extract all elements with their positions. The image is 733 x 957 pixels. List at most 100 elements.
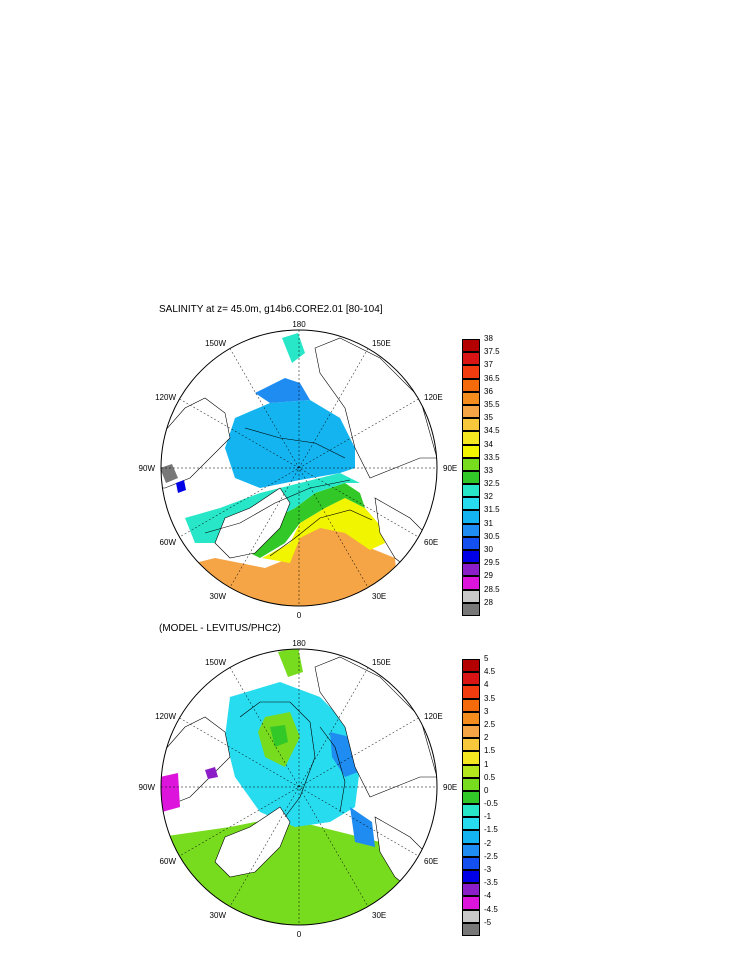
colorbar-swatch: [462, 470, 480, 485]
colorbar-entry: -3.5: [462, 878, 522, 897]
colorbar-entry: 29.5: [462, 558, 522, 577]
colorbar-swatch: [462, 391, 480, 405]
difference-lon-labels: 180 150E 120E 90E 60E 30E 0 30W 60W 90W …: [139, 639, 458, 939]
colorbar-swatch: [462, 576, 480, 590]
colorbar-label: 28: [484, 597, 493, 607]
colorbar-entry: 36.5: [462, 374, 522, 392]
colorbar-label: 4.5: [484, 667, 496, 677]
colorbar-entry: 1.5: [462, 746, 522, 765]
colorbar-entry: -5: [462, 918, 522, 936]
colorbar-swatch: [462, 339, 480, 353]
colorbar-swatch: [462, 896, 480, 910]
colorbar-entry: 31: [462, 519, 522, 537]
colorbar-entry: 28.5: [462, 585, 522, 603]
lon-label: 60W: [160, 538, 177, 547]
colorbar-label: 37.5: [484, 347, 500, 357]
colorbar-label: 38: [484, 334, 493, 343]
colorbar-label: -4.5: [484, 904, 498, 914]
colorbar-label: 34.5: [484, 426, 500, 436]
colorbar-swatch: [462, 536, 480, 550]
colorbar-entry: 0: [462, 786, 522, 805]
colorbar-swatch: [462, 817, 480, 831]
colorbar-label: 0: [484, 785, 489, 795]
colorbar-swatch: [462, 589, 480, 603]
colorbar-label: 35.5: [484, 399, 500, 409]
salinity-graticule: [161, 330, 437, 606]
colorbar-label: 29: [484, 571, 493, 581]
colorbar-entry: 36: [462, 387, 522, 405]
colorbar-swatch: [462, 418, 480, 432]
colorbar-swatch: [462, 751, 480, 765]
lon-label: 30E: [372, 911, 386, 920]
colorbar-label: -1: [484, 812, 492, 822]
colorbar-swatch: [462, 352, 480, 366]
colorbar-entry: 28: [462, 598, 522, 616]
colorbar-swatch: [462, 659, 480, 673]
colorbar-entry: -1: [462, 812, 522, 831]
lon-label: 30W: [210, 911, 227, 920]
difference-colorbar: 5 4.5 4 3.5 3 2.5 2 1.5 1 0.5 0 -0.5 -1 -1.5 -2 -2.5 -3 -…: [462, 654, 522, 936]
colorbar-label: 4: [484, 680, 489, 690]
colorbar-entry: 3: [462, 707, 522, 725]
lon-label: 60E: [424, 538, 438, 547]
colorbar-label: -2.5: [484, 851, 498, 861]
colorbar-label: 36: [484, 386, 493, 396]
colorbar-entry: -2.5: [462, 852, 522, 870]
colorbar-entry: 4.5: [462, 667, 522, 686]
colorbar-swatch: [462, 404, 480, 419]
lon-label: 0: [297, 930, 302, 939]
colorbar-label: -5: [484, 917, 492, 927]
colorbar-swatch: [462, 685, 480, 699]
colorbar-swatch: [462, 510, 480, 524]
colorbar-entry: 30.5: [462, 532, 522, 550]
colorbar-label: 34: [484, 439, 493, 449]
lon-label: 180: [292, 320, 306, 329]
salinity-colorbar: 38 37.5 37 36.5 36 35.5 35 34.5 34 33.5 33 32.5 32 31…: [462, 334, 522, 616]
colorbar-entry: 1: [462, 760, 522, 778]
colorbar-entry: 34.5: [462, 426, 522, 445]
lon-label: 90W: [139, 464, 156, 473]
colorbar-entry: 2: [462, 733, 522, 752]
colorbar-label: 36.5: [484, 373, 500, 383]
lon-label: 150E: [372, 658, 391, 667]
colorbar-swatch: [462, 484, 480, 498]
colorbar-entry: 30: [462, 545, 522, 564]
colorbar-swatch: [462, 830, 480, 844]
colorbar-entry: 37.5: [462, 347, 522, 366]
difference-map-border: [160, 648, 438, 926]
lon-label: 60E: [424, 857, 438, 866]
colorbar-entry: 3.5: [462, 694, 522, 712]
colorbar-entry: 33: [462, 466, 522, 485]
colorbar-entry: 33.5: [462, 453, 522, 471]
colorbar-swatch: [462, 883, 480, 897]
colorbar-entry: 32: [462, 492, 522, 511]
colorbar-entry: -1.5: [462, 825, 522, 844]
colorbar-swatch: [462, 856, 480, 870]
colorbar-entry: -0.5: [462, 799, 522, 818]
colorbar-swatch: [462, 698, 480, 712]
difference-graticule: [161, 649, 437, 925]
salinity-polar-map: 180 150E 120E 90E 60E 30E 0 30W 60W 90W …: [139, 320, 458, 620]
colorbar-entry: 37: [462, 360, 522, 379]
colorbar-label: 5: [484, 654, 489, 663]
colorbar-entry: 35.5: [462, 400, 522, 419]
salinity-lon-labels: 180 150E 120E 90E 60E 30E 0 30W 60W 90W …: [139, 320, 458, 620]
colorbar-label: -0.5: [484, 799, 498, 809]
colorbar-swatch: [462, 804, 480, 818]
difference-polar-map: 180 150E 120E 90E 60E 30E 0 30W 60W 90W …: [139, 639, 458, 939]
lon-label: 150W: [205, 658, 226, 667]
colorbar-label: 28.5: [484, 584, 500, 594]
colorbar-entry: 35: [462, 413, 522, 432]
colorbar-swatch: [462, 672, 480, 686]
colorbar-swatch: [462, 738, 480, 752]
colorbar-label: 0.5: [484, 772, 496, 782]
colorbar-entry: 29: [462, 571, 522, 590]
colorbar-label: 32.5: [484, 479, 500, 489]
colorbar-label: 2: [484, 733, 489, 743]
salinity-map-border: [160, 329, 438, 607]
colorbar-label: 3.5: [484, 693, 496, 703]
colorbar-label: 1.5: [484, 746, 496, 756]
colorbar-label: 29.5: [484, 558, 500, 568]
colorbar-entry: 2.5: [462, 720, 522, 739]
colorbar-label: 1: [484, 759, 489, 769]
